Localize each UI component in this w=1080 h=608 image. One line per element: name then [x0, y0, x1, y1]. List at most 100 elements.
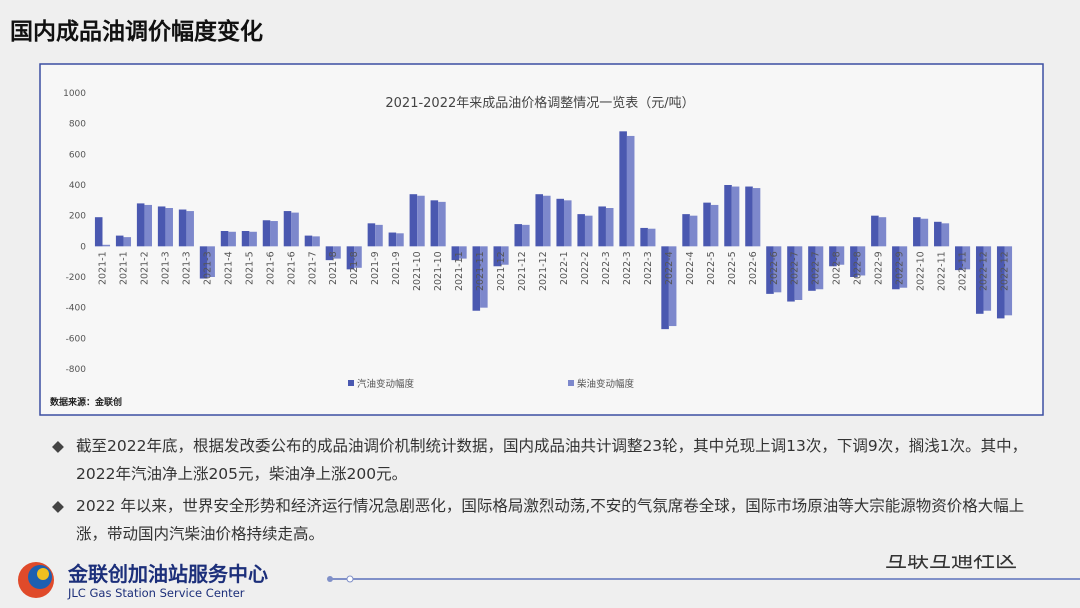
x-tick-label: 2021-10: [433, 251, 444, 291]
x-tick-label: 2022-8: [853, 251, 864, 285]
x-tick-label: 2021-5: [244, 251, 255, 285]
x-tick-label: 2021-2: [139, 251, 150, 285]
bar: [661, 246, 669, 330]
bar: [647, 228, 656, 247]
bar: [682, 214, 690, 247]
bar: [312, 236, 320, 247]
x-tick-label: 2021-6: [286, 251, 297, 285]
bar: [207, 246, 215, 277]
bar: [619, 131, 627, 247]
bar: [409, 194, 418, 247]
bar: [535, 194, 544, 247]
source: 数据来源：金联创: [50, 396, 122, 408]
bar: [123, 237, 132, 247]
bar: [605, 208, 614, 247]
x-tick-label: 2021-3: [181, 251, 192, 285]
bar: [710, 204, 719, 247]
bar: [241, 231, 250, 247]
x-tick-label: 2021-3: [202, 251, 213, 285]
x-tick-label: 2022-5: [727, 251, 738, 285]
x-tick-label: 2022-7: [811, 251, 822, 285]
x-tick-label: 2021-3: [160, 251, 171, 285]
footer: 金联创加油站服务中心 JLC Gas Station Service Cente…: [18, 555, 1080, 600]
legend-label: 汽油变动幅度: [357, 378, 415, 390]
x-tick-label: 2021-1: [118, 251, 129, 285]
bar: [283, 211, 292, 247]
bar: [731, 186, 740, 247]
bar: [94, 217, 103, 247]
x-tick-label: 2021-8: [349, 251, 360, 285]
y-tick-label: -800: [66, 365, 87, 375]
bar: [808, 246, 816, 291]
bar: [983, 246, 992, 311]
x-tick-label: 2022-12: [979, 251, 990, 291]
x-tick-label: 2021-9: [370, 251, 381, 285]
bar: [724, 185, 732, 247]
bar: [766, 246, 774, 294]
bullet: 截至2022年底，根据发改委公布的成品油调价机制统计数据，国内成品油共计调整23…: [52, 432, 1036, 488]
x-tick-label: 2021-4: [223, 251, 234, 285]
x-tick-label: 2021-12: [517, 251, 528, 291]
x-tick-label: 2022-11: [937, 251, 948, 291]
bar: [220, 231, 229, 247]
x-tick-label: 2022-9: [874, 251, 885, 285]
bar: [836, 246, 845, 265]
x-tick-label: 2021-11: [454, 251, 465, 291]
bar: [1004, 246, 1013, 316]
legend-swatch: [348, 380, 354, 386]
bar: [689, 215, 698, 247]
x-tick-label: 2022-11: [958, 251, 969, 291]
bar: [920, 218, 929, 247]
bar: [430, 200, 439, 247]
bar: [480, 246, 488, 308]
x-tick-label: 2021-12: [496, 251, 507, 291]
bar: [577, 214, 585, 247]
bar: [451, 246, 460, 261]
bar: [228, 231, 236, 247]
x-tick-label: 2021-11: [475, 251, 486, 291]
x-tick-label: 2022-10: [916, 251, 927, 291]
y-tick-label: 400: [69, 181, 86, 191]
bar: [186, 211, 194, 247]
y-tick-label: 200: [69, 212, 86, 222]
watermark: 互联互通社区: [885, 555, 1017, 573]
bar: [934, 221, 942, 247]
bar: [668, 246, 677, 327]
bar: [598, 206, 606, 247]
bar: [899, 246, 908, 288]
bar: [354, 246, 362, 268]
bar: [871, 215, 879, 247]
bar: [975, 246, 984, 314]
chart-title: 2021-2022年来成品油价格调整情况一览表（元/吨）: [385, 95, 694, 111]
bar: [962, 246, 971, 270]
bar: [941, 223, 950, 247]
x-tick-label: 2022-4: [664, 251, 675, 285]
bar: [752, 188, 761, 247]
x-tick-label: 2022-5: [706, 251, 717, 285]
bullet: 2022 年以来，世界安全形势和经济运行情况急剧恶化，国际格局激烈动荡,不安的气…: [52, 492, 1036, 548]
bar: [375, 224, 383, 247]
bar: [850, 246, 858, 277]
y-tick-label: -600: [66, 334, 87, 344]
x-tick-label: 2022-1: [559, 251, 570, 285]
x-tick-label: 2022-4: [685, 251, 696, 285]
x-tick-label: 2021-6: [265, 251, 276, 285]
x-tick-label: 2022-2: [580, 251, 591, 285]
bar: [522, 224, 530, 247]
x-tick-label: 2022-6: [748, 251, 759, 285]
bar: [472, 246, 481, 311]
bar: [563, 200, 572, 247]
bar: [417, 195, 425, 247]
bullets: 截至2022年底，根据发改委公布的成品油调价机制统计数据，国内成品油共计调整23…: [52, 432, 1036, 552]
bar: [857, 246, 866, 276]
bar: [640, 227, 648, 247]
logo-cn: 金联创加油站服务中心: [67, 562, 268, 586]
x-tick-label: 2022-9: [895, 251, 906, 285]
bar: [157, 206, 166, 247]
x-tick-label: 2021-7: [307, 251, 318, 285]
x-tick-label: 2022-8: [832, 251, 843, 285]
x-tick-label: 2022-3: [622, 251, 633, 285]
x-tick-label: 2021-8: [328, 251, 339, 285]
slide-title: 国内成品油调价幅度变化: [10, 19, 263, 45]
bar: [438, 201, 446, 247]
